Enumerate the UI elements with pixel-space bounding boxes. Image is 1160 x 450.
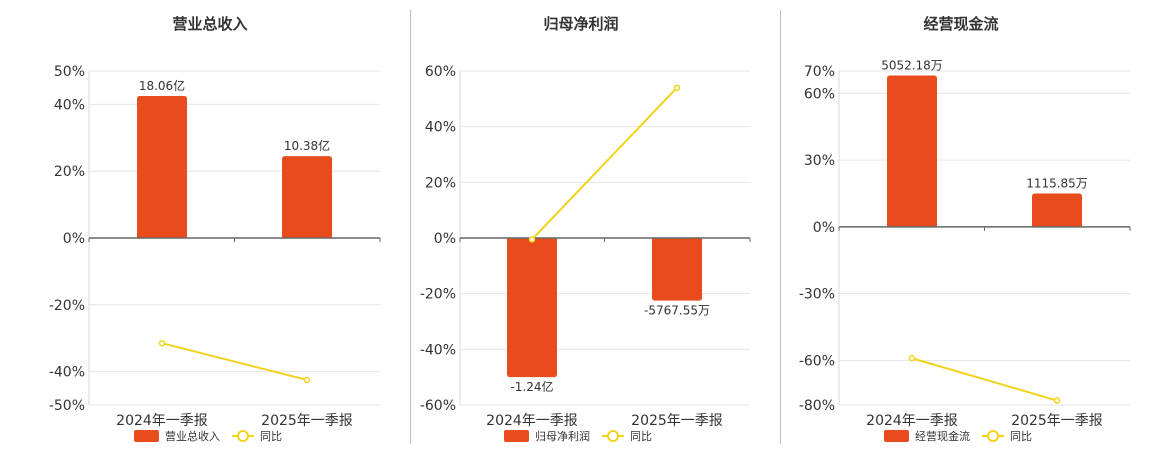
- legend-bar-label: 归母净利润: [535, 429, 590, 443]
- x-tick-label: 2025年一季报: [631, 413, 723, 429]
- y-tick-label: 60%: [425, 64, 456, 80]
- bar-value-label: -1.24亿: [510, 379, 553, 394]
- yoy-point: [158, 339, 166, 347]
- legend-line-marker: [987, 430, 999, 442]
- bar-value-label: 1115.85万: [1026, 176, 1088, 190]
- y-tick-label: -60%: [799, 353, 835, 369]
- yoy-point: [303, 376, 311, 384]
- legend-line-label: 同比: [260, 430, 282, 443]
- panel-divider: [410, 10, 411, 444]
- y-tick-label: 0%: [434, 231, 456, 247]
- legend-line-marker: [237, 430, 249, 442]
- yoy-point: [1053, 397, 1061, 404]
- bar: [652, 238, 702, 301]
- y-tick-label: 20%: [425, 175, 456, 191]
- yoy-point: [908, 354, 916, 362]
- bar-value-label: 10.38亿: [284, 138, 330, 153]
- x-tick-label: 2024年一季报: [866, 413, 958, 429]
- bar-value-label: 18.06亿: [139, 78, 185, 93]
- y-tick-label: 40%: [425, 120, 456, 136]
- x-tick-label: 2024年一季报: [116, 413, 208, 429]
- yoy-point: [673, 84, 681, 91]
- y-tick-label: 70%: [804, 64, 835, 80]
- y-tick-label: 60%: [804, 86, 835, 102]
- y-tick-label: -60%: [420, 398, 456, 414]
- legend-bar-swatch: [504, 430, 529, 442]
- legend-line-label: 同比: [630, 430, 652, 443]
- y-tick-label: 40%: [54, 97, 85, 113]
- x-tick-label: 2025年一季报: [261, 413, 353, 429]
- legend-bar-label: 营业总收入: [165, 429, 220, 443]
- bar-value-label: 5052.18万: [881, 58, 943, 72]
- legend-bar-swatch: [884, 430, 909, 442]
- y-tick-label: 20%: [54, 164, 85, 180]
- bar: [1032, 193, 1082, 227]
- y-tick-label: -40%: [420, 342, 456, 358]
- bar: [887, 75, 937, 227]
- y-tick-label: -30%: [799, 287, 835, 303]
- x-tick-label: 2025年一季报: [1011, 413, 1103, 429]
- legend-bar-swatch: [134, 430, 159, 442]
- x-tick-label: 2024年一季报: [486, 413, 578, 429]
- yoy-point: [528, 236, 536, 243]
- yoy-line: [911, 357, 1058, 402]
- y-tick-label: -40%: [49, 365, 85, 381]
- y-tick-label: -50%: [49, 398, 85, 414]
- legend-line-marker: [607, 430, 619, 442]
- bar: [282, 156, 332, 238]
- y-tick-label: -20%: [49, 298, 85, 314]
- legend-line-label: 同比: [1010, 430, 1032, 443]
- chart-title: 归母净利润: [543, 15, 618, 33]
- y-tick-label: 30%: [804, 153, 835, 169]
- y-tick-label: -80%: [799, 398, 835, 414]
- y-tick-label: -20%: [420, 287, 456, 303]
- y-tick-label: 50%: [54, 64, 85, 80]
- panel-divider: [780, 10, 781, 444]
- yoy-line: [161, 342, 308, 381]
- chart-title: 经营现金流: [923, 15, 998, 33]
- y-tick-label: 0%: [63, 231, 85, 247]
- legend-bar-label: 经营现金流: [915, 429, 970, 443]
- yoy-line: [531, 87, 678, 241]
- chart-title: 营业总收入: [172, 15, 247, 33]
- bar: [507, 238, 557, 378]
- bar-value-label: -5767.55万: [644, 304, 710, 318]
- bar: [137, 96, 187, 238]
- y-tick-label: 0%: [813, 220, 835, 236]
